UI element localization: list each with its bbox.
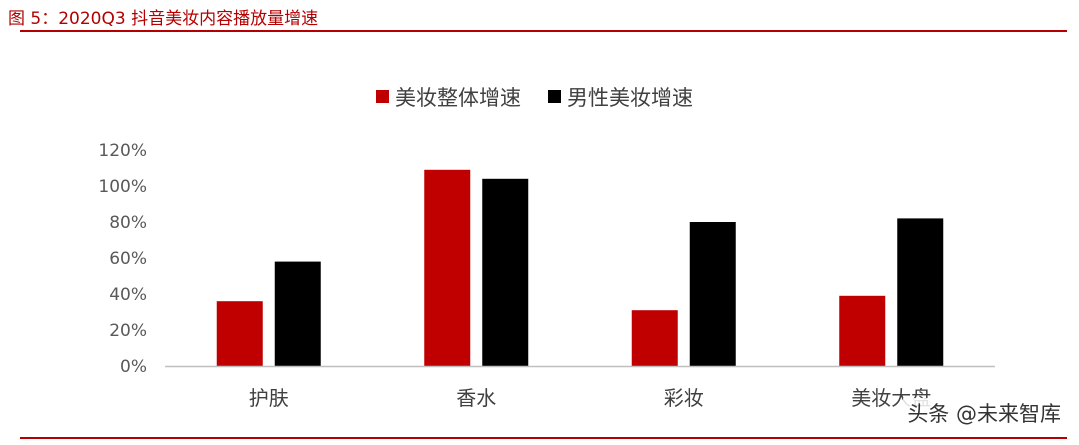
x-axis: 护肤 香水 彩妆 美妆大盘 [249,386,932,410]
y-axis: 0% 20% 40% 60% 80% 100% 120% [98,141,147,377]
legend-swatch-male [548,90,561,103]
y-tick-label: 80% [109,213,147,233]
x-category-label: 彩妆 [664,386,704,410]
bar-overall-3 [839,295,886,366]
y-tick-label: 20% [109,321,147,341]
bar-overall-0 [216,301,263,366]
y-tick-label: 40% [109,285,147,305]
legend-swatch-overall [376,90,389,103]
watermark: 头条 @未来智库 [903,398,1065,428]
bottom-divider [20,437,1067,439]
legend-label-male: 男性美妆增速 [567,86,693,110]
y-tick-label: 0% [120,357,147,377]
legend-label-overall: 美妆整体增速 [395,86,521,110]
bar-male-3 [897,218,944,366]
bar-male-2 [689,222,736,366]
bar-overall-2 [631,310,678,366]
y-tick-label: 100% [98,177,147,197]
chart-legend: 美妆整体增速 男性美妆增速 [376,86,693,110]
bar-male-1 [482,178,529,366]
x-category-label: 护肤 [249,386,289,410]
y-tick-label: 120% [98,141,147,161]
bars-group [216,169,944,366]
y-tick-label: 60% [109,249,147,269]
x-category-label: 香水 [456,386,496,410]
bar-overall-1 [424,169,471,366]
title-divider [20,30,1067,32]
bar-male-0 [274,261,321,366]
figure-title: 图 5：2020Q3 抖音美妆内容播放量增速 [8,9,319,29]
